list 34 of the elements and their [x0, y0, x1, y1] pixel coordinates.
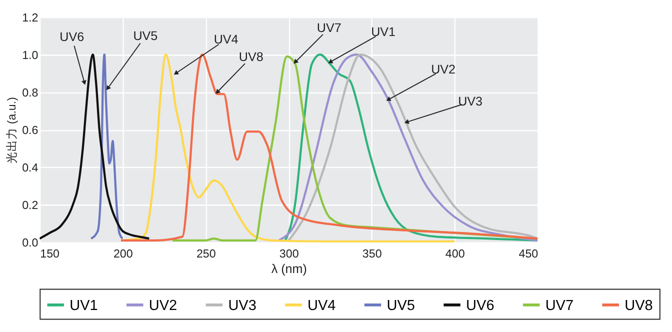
annotation: UV6	[60, 30, 84, 44]
annotation: UV7	[316, 21, 342, 36]
y-tick-label: 1.0	[22, 48, 38, 62]
x-tick-label: 200	[113, 247, 133, 260]
legend-label: UV4	[307, 298, 336, 314]
y-tick-label: 0.6	[22, 124, 38, 138]
x-axis-title: λ (nm)	[271, 262, 307, 276]
legend-label: UV3	[228, 298, 256, 314]
x-tick-label: 350	[362, 247, 382, 260]
x-tick-label: 300	[279, 247, 299, 260]
x-tick-label: 400	[445, 247, 465, 260]
x-tick-label: 150	[40, 247, 60, 260]
y-tick-label: 0.2	[22, 199, 38, 212]
y-tick-label: 1.2	[22, 11, 38, 24]
legend-label: UV5	[386, 298, 415, 314]
legend-label: UV8	[624, 298, 653, 314]
legend-label: UV7	[545, 298, 574, 314]
annotation: UV4	[214, 32, 238, 46]
y-tick-label: 0.0	[22, 236, 38, 250]
x-tick-label: 250	[196, 247, 216, 260]
y-tick-label: 0.4	[22, 162, 39, 175]
legend-label: UV2	[148, 298, 178, 314]
line-series	[90, 54, 124, 240]
line-series	[40, 54, 150, 240]
annotation: UV1	[371, 25, 396, 39]
annotation: UV8	[238, 50, 264, 64]
annotation: UV2	[431, 62, 456, 77]
y-axis-title: 光出力 (a.u.)	[5, 96, 18, 164]
annotation: UV5	[133, 29, 158, 44]
x-tick-label: 450	[518, 247, 538, 260]
y-tick-label: 0.8	[22, 86, 38, 100]
legend-label: UV1	[70, 298, 98, 314]
annotation: UV3	[458, 94, 483, 109]
legend-label: UV6	[466, 298, 494, 314]
